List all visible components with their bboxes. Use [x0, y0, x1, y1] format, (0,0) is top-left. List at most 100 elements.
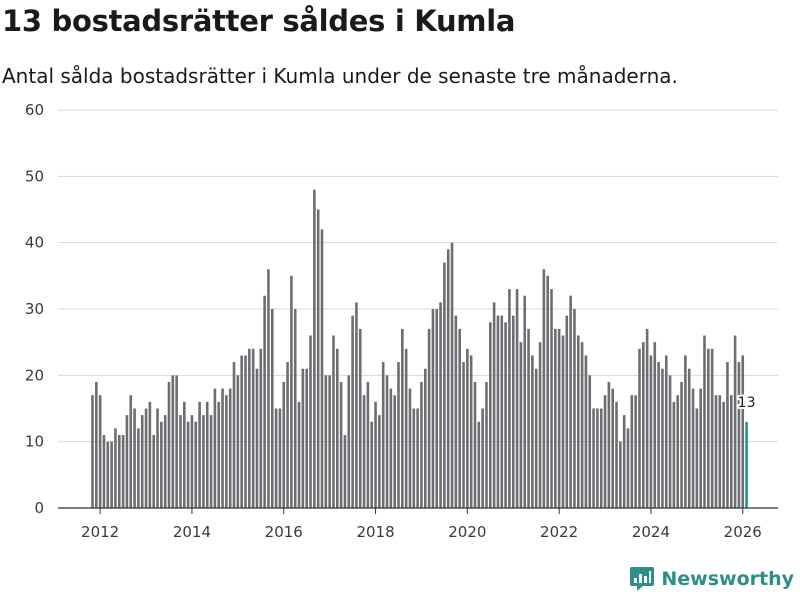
- bar: [481, 408, 484, 508]
- bar: [106, 441, 110, 508]
- newsworthy-logo-icon: [630, 567, 655, 591]
- bar: [729, 395, 733, 508]
- x-tick-label: 2012: [81, 523, 119, 541]
- bar: [351, 315, 354, 508]
- bar: [378, 415, 381, 508]
- bar: [290, 275, 293, 508]
- x-tick-label: 2016: [265, 523, 303, 541]
- bar: [251, 348, 255, 508]
- bar: [550, 289, 553, 508]
- bar: [458, 328, 461, 508]
- bar: [416, 408, 419, 508]
- bar: [638, 348, 641, 508]
- bar: [370, 421, 374, 508]
- x-tick-label: 2020: [448, 523, 486, 541]
- bar: [408, 388, 412, 508]
- bar: [232, 362, 236, 508]
- bar: [183, 401, 186, 508]
- bar: [259, 348, 263, 508]
- y-tick-label: 20: [25, 366, 44, 384]
- bar: [156, 408, 159, 508]
- bar: [313, 189, 316, 508]
- bar: [699, 388, 702, 508]
- bar: [446, 249, 450, 509]
- bar: [726, 362, 729, 508]
- bar: [657, 362, 660, 508]
- bar: [565, 315, 569, 508]
- bar: [707, 348, 710, 508]
- y-tick-label: 50: [25, 167, 44, 185]
- bar: [320, 229, 324, 508]
- bar: [611, 388, 614, 508]
- bar: [125, 415, 129, 508]
- bar: [102, 435, 106, 508]
- bar: [412, 408, 416, 508]
- x-tick-label: 2018: [356, 523, 394, 541]
- latest-value-label: 13: [738, 395, 756, 411]
- bar: [473, 381, 477, 508]
- bar: [98, 395, 102, 508]
- bar: [140, 415, 144, 508]
- bar: [160, 421, 163, 508]
- bar: [576, 335, 580, 508]
- bar: [209, 415, 213, 508]
- bar: [733, 335, 737, 508]
- bar: [374, 401, 377, 508]
- brand-logo: Newsworthy: [629, 566, 794, 592]
- data-labels: 13: [736, 393, 758, 413]
- bar: [454, 315, 458, 508]
- bar: [489, 322, 492, 508]
- bar: [450, 242, 454, 509]
- bar: [190, 415, 194, 508]
- bar: [427, 328, 431, 508]
- bar: [401, 328, 404, 508]
- bar-latest: [745, 421, 748, 508]
- bar: [519, 342, 523, 508]
- bar: [328, 375, 331, 508]
- bar: [293, 309, 297, 508]
- bar: [267, 269, 270, 508]
- bar: [680, 381, 683, 508]
- bar: [439, 302, 442, 508]
- bar: [722, 401, 725, 508]
- bar: [466, 348, 469, 508]
- y-tick-label: 60: [25, 101, 44, 119]
- bar: [324, 375, 328, 508]
- chart-subtitle: Antal sålda bostadsrätter i Kumla under …: [2, 64, 678, 88]
- bar: [580, 342, 584, 508]
- bar: [393, 395, 396, 508]
- bar: [511, 315, 515, 508]
- bar: [573, 309, 576, 508]
- bar: [714, 395, 718, 508]
- bar: [676, 395, 680, 508]
- bar: [737, 362, 741, 508]
- chart-title: 13 bostadsrätter såldes i Kumla: [2, 4, 516, 38]
- y-tick-label: 30: [25, 300, 44, 318]
- bar: [645, 328, 649, 508]
- bar: [619, 441, 622, 508]
- bar: [404, 348, 408, 508]
- bar: [309, 335, 312, 508]
- bar: [167, 381, 171, 508]
- bar: [144, 408, 148, 508]
- bar: [661, 368, 664, 508]
- bar: [114, 428, 117, 508]
- bar: [531, 355, 534, 508]
- bar: [542, 269, 546, 508]
- x-tick-label: 2024: [632, 523, 670, 541]
- bar: [339, 381, 343, 508]
- bar: [420, 381, 423, 508]
- y-tick-label: 40: [25, 234, 44, 252]
- bar: [358, 328, 362, 508]
- bar: [500, 315, 504, 508]
- bar: [584, 355, 588, 508]
- bar: [492, 302, 496, 508]
- bar: [668, 375, 672, 508]
- bar: [599, 408, 603, 508]
- bar: [534, 368, 538, 508]
- bar: [630, 395, 634, 508]
- bar: [710, 348, 714, 508]
- bar: [687, 368, 691, 508]
- bar: [225, 395, 228, 508]
